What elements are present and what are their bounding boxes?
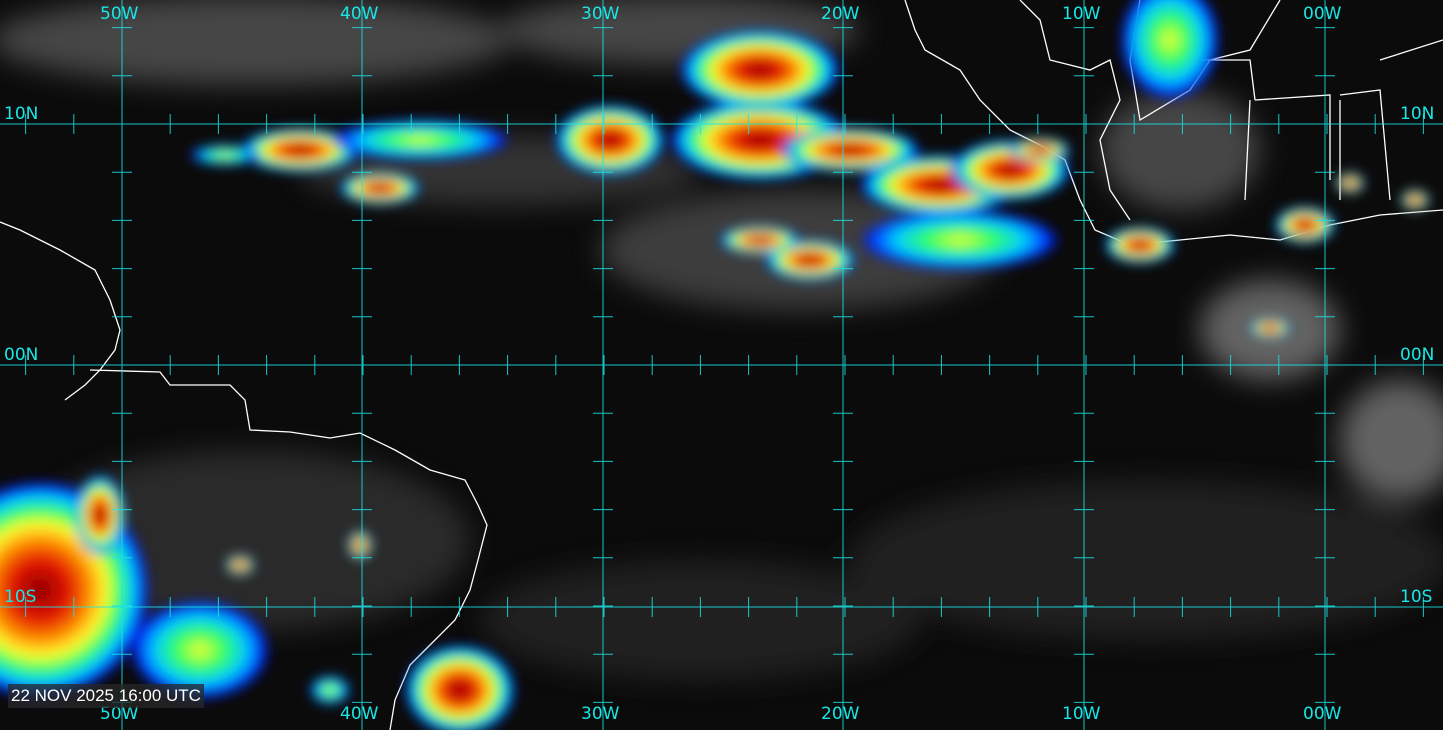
storm-cell [330, 120, 510, 160]
storm-cell [860, 210, 1060, 270]
storm-cell [190, 145, 260, 165]
latitude-label-right: 00N [1400, 345, 1435, 365]
storm-cell [75, 475, 125, 555]
longitude-label-bottom: 50W [100, 704, 139, 724]
longitude-label-bottom: 00W [1303, 704, 1342, 724]
storm-cell [240, 128, 360, 172]
latitude-label-left: 00N [4, 345, 39, 365]
longitude-label-top: 30W [581, 4, 620, 24]
storm-cell [1250, 318, 1290, 338]
storm-cell [555, 105, 665, 175]
longitude-label-top: 50W [100, 4, 139, 24]
longitude-label-bottom: 10W [1062, 704, 1101, 724]
storm-cell [348, 531, 372, 559]
longitude-label-bottom: 20W [821, 704, 860, 724]
storm-cell [1010, 138, 1070, 162]
storm-cell [1105, 227, 1175, 263]
storm-cell [1275, 207, 1335, 243]
storm-cell [310, 676, 350, 704]
storm-cell [226, 555, 254, 575]
storm-cell [1120, 0, 1220, 100]
longitude-label-top: 00W [1303, 4, 1342, 24]
storm-cell [1336, 173, 1364, 193]
latitude-label-left: 10N [4, 104, 39, 124]
longitude-label-bottom: 30W [581, 704, 620, 724]
latitude-label-left: 10S [4, 587, 37, 607]
latitude-label-right: 10S [1400, 587, 1433, 607]
storm-cell [780, 128, 920, 172]
storm-cell [1401, 190, 1429, 210]
longitude-label-top: 40W [340, 4, 379, 24]
storm-cell [340, 172, 420, 204]
storm-cell [130, 600, 270, 700]
longitude-label-top: 10W [1062, 4, 1101, 24]
storm-cell [405, 645, 515, 730]
longitude-label-top: 20W [821, 4, 860, 24]
storm-cell [680, 30, 840, 110]
timestamp: 22 NOV 2025 16:00 UTC [8, 684, 204, 708]
storm-cell [720, 226, 800, 254]
latitude-label-right: 10N [1400, 104, 1435, 124]
longitude-label-bottom: 40W [340, 704, 379, 724]
